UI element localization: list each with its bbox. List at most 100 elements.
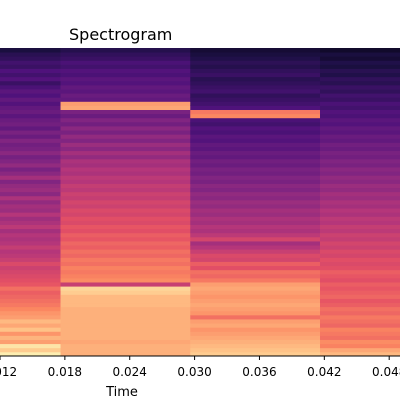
heatmap-cell xyxy=(190,261,321,267)
heatmap-cell xyxy=(0,76,61,82)
heatmap-cell xyxy=(60,105,191,110)
heatmap-cell xyxy=(320,224,400,230)
heatmap-cell xyxy=(190,171,321,176)
heatmap-cell xyxy=(190,105,321,110)
heatmap-cell xyxy=(190,236,321,242)
heatmap-cell xyxy=(0,105,61,110)
heatmap-cell xyxy=(60,343,191,349)
heatmap-cell xyxy=(190,117,321,123)
heatmap-cell xyxy=(320,327,400,332)
heatmap-cell xyxy=(60,97,191,102)
heatmap-cell xyxy=(0,199,61,205)
heatmap-cell xyxy=(60,138,191,143)
heatmap-cell xyxy=(60,60,191,65)
heatmap-cell xyxy=(0,60,61,65)
heatmap-cell xyxy=(60,273,191,279)
heatmap-cell xyxy=(320,113,400,119)
heatmap-cell xyxy=(320,80,400,86)
heatmap-cell xyxy=(190,310,321,316)
heatmap-cell xyxy=(60,228,191,234)
heatmap-cell xyxy=(0,175,61,180)
heatmap-cell xyxy=(0,298,61,304)
heatmap-cell xyxy=(320,121,400,127)
heatmap-cell xyxy=(60,113,191,119)
heatmap-cell xyxy=(0,277,61,283)
heatmap-cell xyxy=(320,199,400,205)
heatmap-cell xyxy=(190,126,321,131)
heatmap-cell xyxy=(320,269,400,275)
heatmap-cell xyxy=(190,179,321,184)
heatmap-cell xyxy=(190,93,321,98)
heatmap-cell xyxy=(320,220,400,225)
heatmap-cell xyxy=(190,48,321,53)
heatmap-cell xyxy=(60,134,191,139)
heatmap-cell xyxy=(0,269,61,275)
heatmap-cell xyxy=(320,179,400,184)
heatmap-cell xyxy=(60,265,191,271)
x-tick-label: 0.036 xyxy=(242,365,276,379)
heatmap-cell xyxy=(60,72,191,78)
heatmap-cell xyxy=(320,335,400,340)
heatmap-cell xyxy=(60,269,191,275)
heatmap-cell xyxy=(0,187,61,193)
heatmap-cell xyxy=(60,76,191,82)
heatmap-cell xyxy=(60,150,191,156)
heatmap-cell xyxy=(0,323,61,328)
heatmap-cell xyxy=(320,277,400,283)
heatmap-cell xyxy=(60,117,191,123)
x-tick-label: 0.018 xyxy=(48,365,82,379)
heatmap-cell xyxy=(0,273,61,279)
heatmap-cell xyxy=(190,351,321,357)
heatmap-cell xyxy=(0,48,61,53)
heatmap-cell xyxy=(320,302,400,308)
heatmap-cell xyxy=(190,265,321,271)
heatmap-cell xyxy=(0,195,61,201)
heatmap-cell xyxy=(320,52,400,57)
heatmap-cell xyxy=(0,167,61,172)
heatmap-cell xyxy=(320,212,400,217)
heatmap-cell xyxy=(60,249,191,254)
heatmap-cell xyxy=(320,195,400,201)
heatmap-cell xyxy=(190,306,321,312)
heatmap-cell xyxy=(60,257,191,262)
heatmap-cell xyxy=(320,232,400,238)
heatmap-cell xyxy=(0,257,61,262)
heatmap-cell xyxy=(0,130,61,135)
heatmap-cell xyxy=(0,302,61,308)
heatmap-cell xyxy=(60,294,191,299)
heatmap-cell xyxy=(320,93,400,98)
heatmap-cell xyxy=(320,331,400,336)
heatmap-cell xyxy=(0,220,61,225)
heatmap-cell xyxy=(0,232,61,238)
heatmap-cell xyxy=(60,154,191,160)
heatmap-cell xyxy=(60,142,191,147)
heatmap-cell xyxy=(60,302,191,308)
heatmap-cell xyxy=(190,158,321,164)
heatmap-cell xyxy=(60,208,191,213)
heatmap-cell xyxy=(0,150,61,156)
heatmap-cell xyxy=(0,121,61,127)
heatmap-cell xyxy=(190,195,321,201)
heatmap-cell xyxy=(60,130,191,135)
heatmap-cell xyxy=(0,117,61,123)
heatmap-cell xyxy=(60,277,191,283)
heatmap-cell xyxy=(60,286,191,291)
heatmap-cell xyxy=(190,302,321,308)
heatmap-cell xyxy=(320,68,400,74)
heatmap-cell xyxy=(190,72,321,78)
heatmap-cell xyxy=(0,212,61,217)
heatmap-cell xyxy=(190,113,321,119)
heatmap-cell xyxy=(60,327,191,332)
heatmap-cell xyxy=(320,130,400,135)
heatmap-cell xyxy=(190,52,321,57)
heatmap-cell xyxy=(0,208,61,213)
heatmap-cell xyxy=(60,121,191,127)
heatmap-cell xyxy=(190,286,321,291)
heatmap-cell xyxy=(0,290,61,295)
heatmap-cell xyxy=(0,142,61,147)
heatmap-cell xyxy=(320,204,400,209)
heatmap-cell xyxy=(60,236,191,242)
heatmap-cell xyxy=(190,60,321,65)
heatmap-cell xyxy=(60,335,191,340)
heatmap-cell xyxy=(60,216,191,221)
